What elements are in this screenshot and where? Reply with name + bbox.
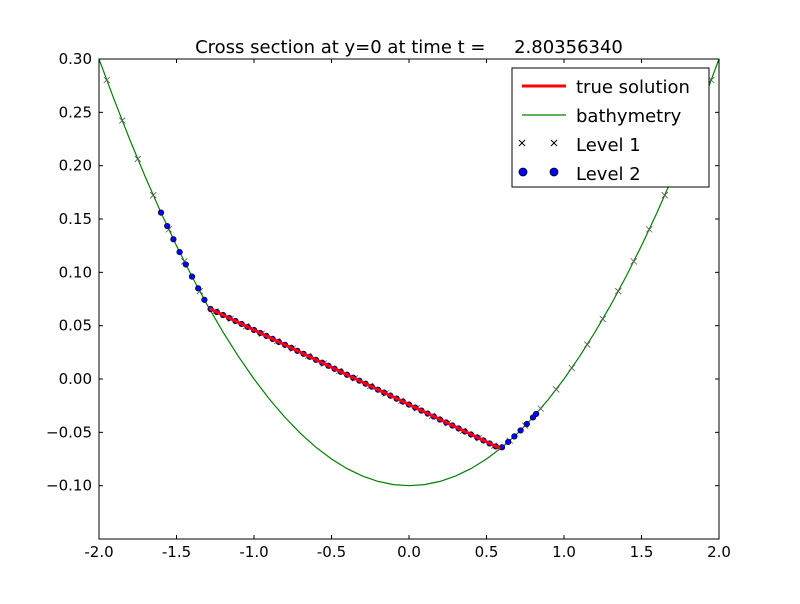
level2-point [523,420,530,428]
level1-point [103,76,111,84]
level2-point [182,261,189,268]
level2-point [201,296,208,303]
x-tick-label: 1.0 [552,543,576,561]
axis-ticks: -2.0 -1.5 -1.0 -0.5 0.0 0.5 1.0 1.5 2.0 −0.10 −0.0… [46,50,731,561]
legend-level2-label: Level 2 [576,164,641,185]
level2-point [505,438,512,446]
level1-point [149,191,157,199]
legend-level1-label: Level 1 [576,135,641,156]
legend-true-solution-label: true solution [576,77,690,98]
bathymetry-line [99,59,719,487]
y-tick-label: 0.05 [59,317,92,335]
y-tick-label: 0.10 [59,263,92,281]
y-tick-label: 0.30 [59,50,92,68]
level2-point [532,410,540,418]
level2-point [511,433,518,440]
y-tick-label: 0.20 [59,157,92,175]
level2-point [188,273,196,280]
level1-point [630,258,638,265]
level1-point [568,364,576,372]
legend-box [511,67,710,188]
y-tick-label: 0.15 [59,210,92,228]
level1-point [645,226,653,233]
chart-title: Cross section at y=0 at time t = 2.80356… [195,37,623,58]
y-tick-label: 0.00 [59,370,92,388]
legend-bathymetry-label: bathymetry [576,106,682,127]
legend-level1-swatch [518,139,558,147]
level2-point [517,427,524,434]
level1-point [661,191,669,199]
level2-point [195,285,202,292]
legend: true solution bathymetry Level 1 Level 2 [511,67,710,188]
plot-marks [99,59,719,487]
level1-point [134,155,142,163]
x-tick-label: -2.0 [84,543,113,561]
x-tick-label: 2.0 [707,543,731,561]
level1-point [537,405,545,412]
level1-point [583,341,591,348]
y-tick-label: −0.10 [46,477,92,495]
level1-point [599,315,607,323]
true-solution-line [208,307,501,450]
x-tick-label: -1.0 [239,543,268,561]
level1-point [552,386,560,393]
y-tick-label: 0.25 [59,103,92,121]
level1-point [614,287,622,295]
level2-point [170,236,177,243]
level2-point [164,222,171,230]
x-tick-label: 0.5 [475,543,499,561]
level1-point [118,117,126,124]
y-tick-label: −0.05 [46,423,92,441]
x-tick-label: -0.5 [317,543,346,561]
x-tick-label: 1.5 [630,543,654,561]
x-tick-label: -1.5 [162,543,191,561]
level2-point [157,209,165,216]
x-tick-label: 0.0 [397,543,421,561]
level2-point [176,248,183,256]
legend-level2-swatch [518,167,559,177]
